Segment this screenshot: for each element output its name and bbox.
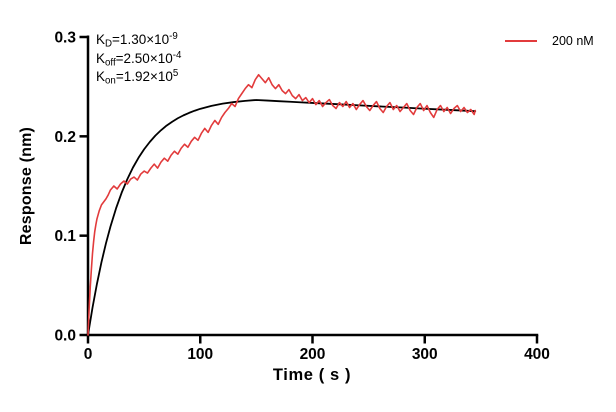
- data-series: [87, 73, 477, 336]
- x-axis-title: Time ( s ): [272, 366, 352, 384]
- x-tick-label: 100: [187, 346, 213, 363]
- y-tick-label: 0.3: [54, 30, 76, 47]
- kd-value: KD=1.30×10-9: [96, 31, 178, 50]
- x-tick-label: 300: [412, 346, 438, 363]
- legend-line-swatch: [505, 40, 537, 42]
- legend: 200 nM: [505, 34, 594, 48]
- x-tick-label: 400: [524, 346, 550, 363]
- kon-value: Kon=1.92×105: [96, 68, 179, 87]
- series-200-nm: [87, 73, 477, 336]
- axes: [79, 35, 539, 344]
- kinetics-constants: KD=1.30×10-9 Koff=2.50×10-4 Kon=1.92×105: [96, 31, 181, 87]
- legend-label: 200 nM: [552, 34, 594, 48]
- series-fit: [87, 99, 477, 336]
- x-tick-label: 0: [84, 346, 93, 363]
- y-axis-title: Response (nm): [18, 126, 35, 246]
- tick-labels: 0 100 200 300 400 0.0 0.1 0.2 0.3: [54, 30, 550, 364]
- y-tick-label: 0.0: [54, 328, 76, 345]
- y-tick-label: 0.2: [54, 129, 76, 146]
- x-tick-label: 200: [300, 346, 326, 363]
- y-tick-label: 0.1: [54, 228, 76, 245]
- koff-value: Koff=2.50×10-4: [96, 49, 182, 69]
